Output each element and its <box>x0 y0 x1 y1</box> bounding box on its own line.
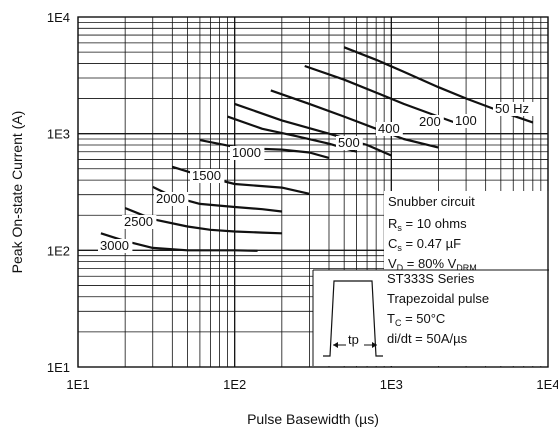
x-tick-label: 1E1 <box>66 377 89 392</box>
series-label-200: 200 <box>419 114 441 129</box>
x-axis-title: Pulse Basewidth (µs) <box>247 411 379 427</box>
y-axis-title: Peak On-state Current (A) <box>9 111 25 274</box>
rs-value: = 10 ohms <box>402 216 467 231</box>
tp-label: tp <box>348 332 359 347</box>
tc-value: = 50°C <box>401 311 445 326</box>
x-tick-label: 1E2 <box>223 377 246 392</box>
series-label-400: 400 <box>378 121 400 136</box>
cs-symbol: C <box>388 236 397 251</box>
pulse-shape: Trapezoidal pulse <box>387 291 489 306</box>
series-label-1000: 1000 <box>232 145 261 160</box>
snubber-title: Snubber circuit <box>388 194 475 209</box>
series-label-50-hz: 50 Hz <box>495 101 529 116</box>
rs-symbol: R <box>388 216 397 231</box>
y-tick-label: 1E4 <box>47 10 70 25</box>
series-label-100: 100 <box>455 113 477 128</box>
cs-value: = 0.47 µF <box>402 236 461 251</box>
y-tick-label: 1E3 <box>47 127 70 142</box>
series-name: ST333S Series <box>387 271 475 286</box>
series-label-2000: 2000 <box>156 191 185 206</box>
didt-line: di/dt = 50A/µs <box>387 331 468 346</box>
x-tick-label: 1E4 <box>536 377 558 392</box>
series-label-3000: 3000 <box>100 238 129 253</box>
y-tick-label: 1E2 <box>47 243 70 258</box>
series-label-1500: 1500 <box>192 168 221 183</box>
snubber-note: Snubber circuit Rs = 10 ohms Cs = 0.47 µ… <box>384 191 550 273</box>
series-label-500: 500 <box>338 135 360 150</box>
series-label-2500: 2500 <box>124 214 153 229</box>
tc-symbol: T <box>387 311 395 326</box>
x-tick-label: 1E3 <box>380 377 403 392</box>
vd-mid: = 80% V <box>403 256 456 271</box>
vd-symbol: V <box>388 256 397 271</box>
pulse-note: tp ST333S Series Trapezoidal pulse TC = … <box>313 270 549 366</box>
y-tick-label: 1E1 <box>47 360 70 375</box>
